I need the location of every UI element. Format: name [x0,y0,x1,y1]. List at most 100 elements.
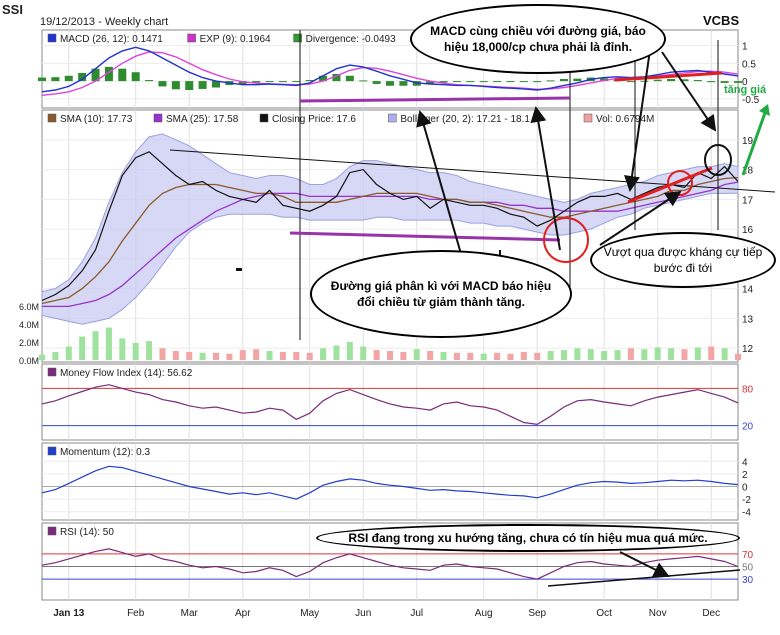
volume-bar [534,352,541,360]
macd-histogram-bar [359,80,368,82]
macd-note-bubble: MACD cùng chiều với đường giá, báo hiệu … [410,4,666,74]
volume-tick-label: 0.0M [19,356,39,366]
volume-bar [119,338,126,360]
macd-histogram-bar [426,81,435,84]
macd-legend-text: EXP (9): 0.1964 [200,34,271,45]
volume-bar [333,345,340,360]
volume-bar [507,353,514,360]
volume-bar [654,347,661,360]
volume-bar [453,352,460,360]
macd-histogram-bar [278,81,287,83]
macd-histogram-bar [292,81,301,83]
volume-tick-label: 4.0M [19,320,39,330]
volume-bar [186,351,193,360]
mfi-tick-label: 80 [742,384,754,395]
rsi-legend-text: RSI (14): 50 [60,527,114,538]
macd-histogram-bar [734,81,742,83]
macd-histogram-bar [680,79,689,82]
arrow-to-price-peak [624,49,651,192]
macd-tick-label: 1 [742,42,748,53]
macd-histogram-bar [51,77,60,82]
macd-histogram-bar [91,68,100,82]
volume-bar [226,353,233,360]
volume-bar [293,351,300,360]
macd-histogram-bar [640,80,649,82]
macd-legend-swatch [47,33,57,43]
volume-bar [172,351,179,360]
volume-bar [320,348,327,360]
rsi-note-bubble: RSI đang trong xu hướng tăng, chưa có tí… [316,524,740,552]
price-legend-text: Vol: 0.6794M [596,114,654,125]
macd-histogram-bar [158,81,167,87]
month-tick-label: Jan 13 [53,608,85,619]
macd-histogram-bar [600,78,609,82]
volume-bar [574,348,581,360]
price-tick-label: 12 [742,344,754,355]
volume-bar [105,327,112,360]
brand-label: VCBS [703,13,739,28]
macd-rising-line [614,71,723,82]
macd-histogram-bar [185,81,194,90]
macd-histogram-bar [265,81,274,83]
volume-bar [52,351,59,360]
divergence-note-bubble: Đường giá phân kì với MACD báo hiệu đổi … [310,250,572,338]
volume-bar [694,347,701,360]
rsi-note-text: RSI đang trong xu hướng tăng, chưa có tí… [348,530,708,545]
month-tick-label: Mar [181,608,199,619]
volume-tick-label: 2.0M [19,338,39,348]
month-tick-label: Dec [702,608,720,619]
price-tick-label: 14 [742,285,754,296]
price-rising-line [627,166,713,204]
volume-bar [614,350,621,360]
month-tick-label: Aug [475,608,493,619]
macd-histogram-bar [720,81,729,83]
price-divergence-line [289,231,561,242]
price-tick-label: 13 [742,314,754,325]
macd-histogram-bar [78,72,87,82]
uptrend-label: tăng giá [724,84,767,96]
price-legend-text: SMA (10): 17.73 [60,114,133,125]
volume-bar [92,331,99,360]
volume-bar [360,346,367,360]
uptrend-arrowhead [759,104,770,116]
macd-legend-text: Divergence: -0.0493 [306,34,396,45]
macd-histogram-bar [64,75,73,82]
volume-bar [239,350,246,360]
momentum-tick-label: 0 [742,483,748,494]
price-legend-swatch [153,113,163,123]
month-tick-label: Sep [528,608,546,619]
macd-histogram-bar [466,81,475,83]
price-tick-label: 19 [742,136,754,147]
macd-histogram-bar [332,74,341,82]
macd-histogram-bar [38,77,46,82]
volume-bar [253,349,260,360]
month-tick-label: Apr [235,608,251,619]
macd-histogram-bar [573,78,582,82]
volume-bar [159,348,166,360]
momentum-legend-swatch [47,446,57,456]
macd-legend-text: MACD (26, 12): 0.1471 [60,34,163,45]
macd-histogram-bar [519,81,528,83]
momentum-tick-label: 4 [742,457,748,468]
volume-bar [146,341,153,360]
divergence-note-text: Đường giá phân kì với MACD báo hiệu đổi … [330,278,552,309]
momentum-tick-label: -4 [742,508,751,519]
breakout-circle [543,217,589,263]
volume-bar [480,353,487,360]
macd-histogram-bar [386,81,394,86]
volume-bar [708,346,715,360]
arrow-to-peak [661,51,717,132]
price-legend-swatch [259,113,269,123]
macd-histogram-bar [626,81,635,83]
volume-bar [346,342,353,360]
volume-bar [561,350,567,360]
macd-histogram-bar [560,78,568,82]
volume-bar [587,349,594,360]
momentum-tick-label: 2 [742,470,748,481]
macd-divergence-line [299,96,571,103]
rsi-tick-label: 70 [742,550,754,561]
panel-frame-mfi [41,363,739,441]
panel-frame-mom [41,442,739,521]
volume-bar [440,351,447,360]
